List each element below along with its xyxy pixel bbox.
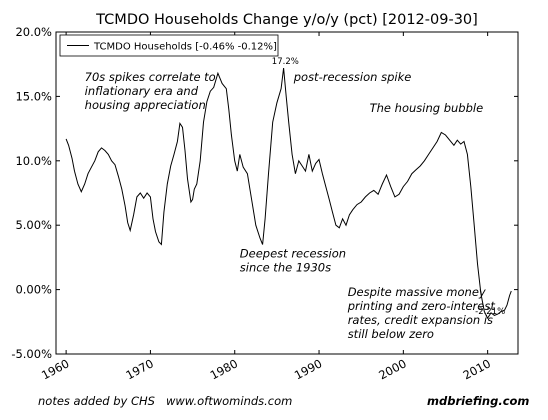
- legend-entry: TCMDO Households [-0.46% -0.12%]: [93, 42, 277, 53]
- x-tick-label: 1970: [123, 356, 155, 382]
- y-tick-label: 0.00%: [15, 283, 52, 297]
- annotation-text: inflationary era and: [85, 84, 199, 98]
- footer-brand: mdbriefing.com: [427, 394, 530, 408]
- annotation-text: Deepest recession: [240, 246, 346, 260]
- annotations: 17.2% -2.21% 70s spikes correlate toinflat…: [85, 57, 506, 341]
- y-tick-label: 15.0%: [15, 89, 52, 103]
- plot-area: [55, 31, 519, 355]
- annotation-text: since the 1930s: [240, 260, 331, 274]
- annotation-text: printing and zero-interest: [347, 299, 496, 313]
- point-annotation: -2.21%: [475, 307, 505, 317]
- annotation-text: The housing bubble: [370, 101, 484, 115]
- chart: TCMDO Households Change y/o/y (pct) [201…: [11, 12, 519, 382]
- y-tick-label: 10.0%: [15, 154, 52, 168]
- x-tick-label: 1990: [292, 356, 324, 382]
- annotation-text: 70s spikes correlate to: [85, 70, 216, 84]
- annotation-text: rates, credit expansion is: [348, 313, 493, 327]
- annotation-text: post-recession spike: [293, 70, 412, 84]
- y-tick-label: 20.0%: [15, 25, 52, 39]
- x-tick-label: 2000: [376, 356, 408, 382]
- legend-box: [59, 34, 279, 57]
- y-tick-label: 5.00%: [15, 218, 52, 232]
- annotation-text: Despite massive money: [348, 285, 486, 299]
- point-annotation: 17.2%: [272, 57, 299, 67]
- series-line: [65, 68, 512, 320]
- x-tick-label: 2010: [461, 356, 493, 382]
- footer-url: www.oftwominds.com: [166, 394, 293, 408]
- legend: TCMDO Households [-0.46% -0.12%]: [59, 34, 279, 57]
- chart-title: TCMDO Households Change y/o/y (pct) [201…: [95, 12, 478, 28]
- annotation-text: housing appreciation: [85, 98, 206, 112]
- y-tick-label: -5.00%: [11, 347, 52, 361]
- x-tick-label: 1980: [208, 356, 240, 382]
- annotation-text: still below zero: [348, 327, 434, 341]
- y-axis: -5.00% 0.00% 5.00% 10.0% 15.0% 20.0%: [11, 25, 518, 361]
- footer-note: notes added by CHS: [38, 394, 155, 408]
